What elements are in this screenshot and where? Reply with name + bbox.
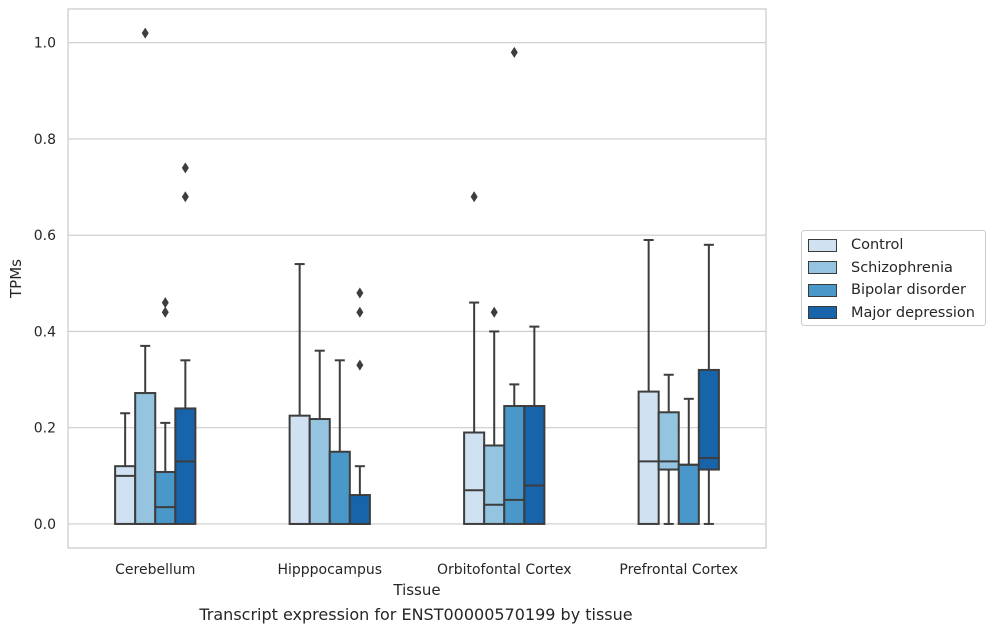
box-body bbox=[483, 444, 506, 525]
x-tick-label: Prefrontal Cortex bbox=[619, 562, 738, 578]
outlier-point bbox=[161, 306, 169, 318]
box-schizophrenia bbox=[134, 27, 157, 525]
legend-swatch bbox=[808, 261, 837, 275]
box-body bbox=[308, 418, 331, 525]
box-body bbox=[657, 411, 680, 471]
box-bipolar-disorder bbox=[154, 297, 177, 525]
outlier-point bbox=[181, 162, 189, 174]
box-major-depression bbox=[174, 162, 197, 525]
box-body bbox=[134, 392, 157, 525]
boxes bbox=[114, 27, 720, 525]
box-major-depression bbox=[348, 287, 371, 525]
box-major-depression bbox=[523, 325, 546, 525]
box-plot: 0.0 0.2 0.4 0.6 0.8 1.0 Cerebellum Hipppocampu… bbox=[7, 8, 767, 599]
outlier-point bbox=[356, 306, 364, 318]
legend-item: Bipolar disorder bbox=[808, 279, 985, 302]
box-bipolar-disorder bbox=[503, 46, 526, 525]
box-body bbox=[677, 463, 700, 525]
y-tick-label: 0.2 bbox=[34, 421, 56, 437]
outlier-point bbox=[470, 191, 478, 203]
y-tick-label: 1.0 bbox=[34, 36, 56, 52]
plot-frame bbox=[67, 8, 767, 549]
box-body bbox=[348, 494, 371, 525]
y-tick-label: 0.8 bbox=[34, 132, 56, 148]
box-major-depression bbox=[697, 243, 720, 525]
outlier-point bbox=[181, 191, 189, 203]
outlier-point bbox=[161, 297, 169, 309]
box-body bbox=[463, 431, 486, 525]
legend-label: Bipolar disorder bbox=[851, 282, 966, 299]
x-tick-label: Orbitofontal Cortex bbox=[437, 562, 572, 578]
box-schizophrenia bbox=[308, 349, 331, 525]
legend-swatch bbox=[808, 283, 837, 297]
box-body bbox=[503, 405, 526, 525]
outlier-point bbox=[510, 46, 518, 58]
y-tick-label: 0.6 bbox=[34, 228, 56, 244]
box-bipolar-disorder bbox=[328, 359, 351, 525]
x-axis-label: Tissue bbox=[392, 581, 440, 599]
outlier-point bbox=[141, 27, 149, 39]
legend: Control Schizophrenia Bipolar disorder Majo… bbox=[801, 230, 986, 326]
box-control bbox=[288, 263, 311, 525]
outlier-point bbox=[356, 287, 364, 299]
y-tick-label: 0.0 bbox=[34, 517, 56, 533]
box-body bbox=[328, 450, 351, 525]
box-schizophrenia bbox=[657, 373, 680, 525]
box-body bbox=[697, 368, 720, 471]
outlier-point bbox=[490, 306, 498, 318]
outlier-point bbox=[356, 359, 364, 371]
box-control bbox=[637, 239, 660, 525]
chart-caption: Transcript expression for ENST0000057019… bbox=[199, 605, 633, 624]
box-schizophrenia bbox=[483, 306, 506, 525]
legend-label: Control bbox=[851, 237, 904, 254]
box-body bbox=[288, 414, 311, 525]
box-body bbox=[637, 390, 660, 525]
box-body bbox=[174, 407, 197, 525]
x-tick-label: Hipppocampus bbox=[277, 562, 382, 578]
box-body bbox=[523, 405, 546, 525]
x-tick-labels: Cerebellum Hipppocampus Orbitofontal Corte… bbox=[115, 562, 738, 578]
x-tick-label: Cerebellum bbox=[115, 562, 195, 578]
legend-swatch bbox=[808, 238, 837, 252]
legend-label: Major depression bbox=[851, 304, 975, 321]
y-tick-labels: 0.0 0.2 0.4 0.6 0.8 1.0 bbox=[34, 36, 56, 533]
legend-item: Control bbox=[808, 234, 985, 257]
box-bipolar-disorder bbox=[677, 397, 700, 525]
legend-swatch bbox=[808, 306, 837, 320]
legend-item: Major depression bbox=[808, 302, 985, 325]
y-tick-label: 0.4 bbox=[34, 324, 56, 340]
y-axis-label: TPMs bbox=[7, 259, 25, 299]
box-body bbox=[154, 470, 177, 525]
box-control bbox=[114, 412, 137, 525]
box-control bbox=[463, 191, 486, 525]
legend-label: Schizophrenia bbox=[851, 259, 953, 276]
legend-item: Schizophrenia bbox=[808, 257, 985, 280]
